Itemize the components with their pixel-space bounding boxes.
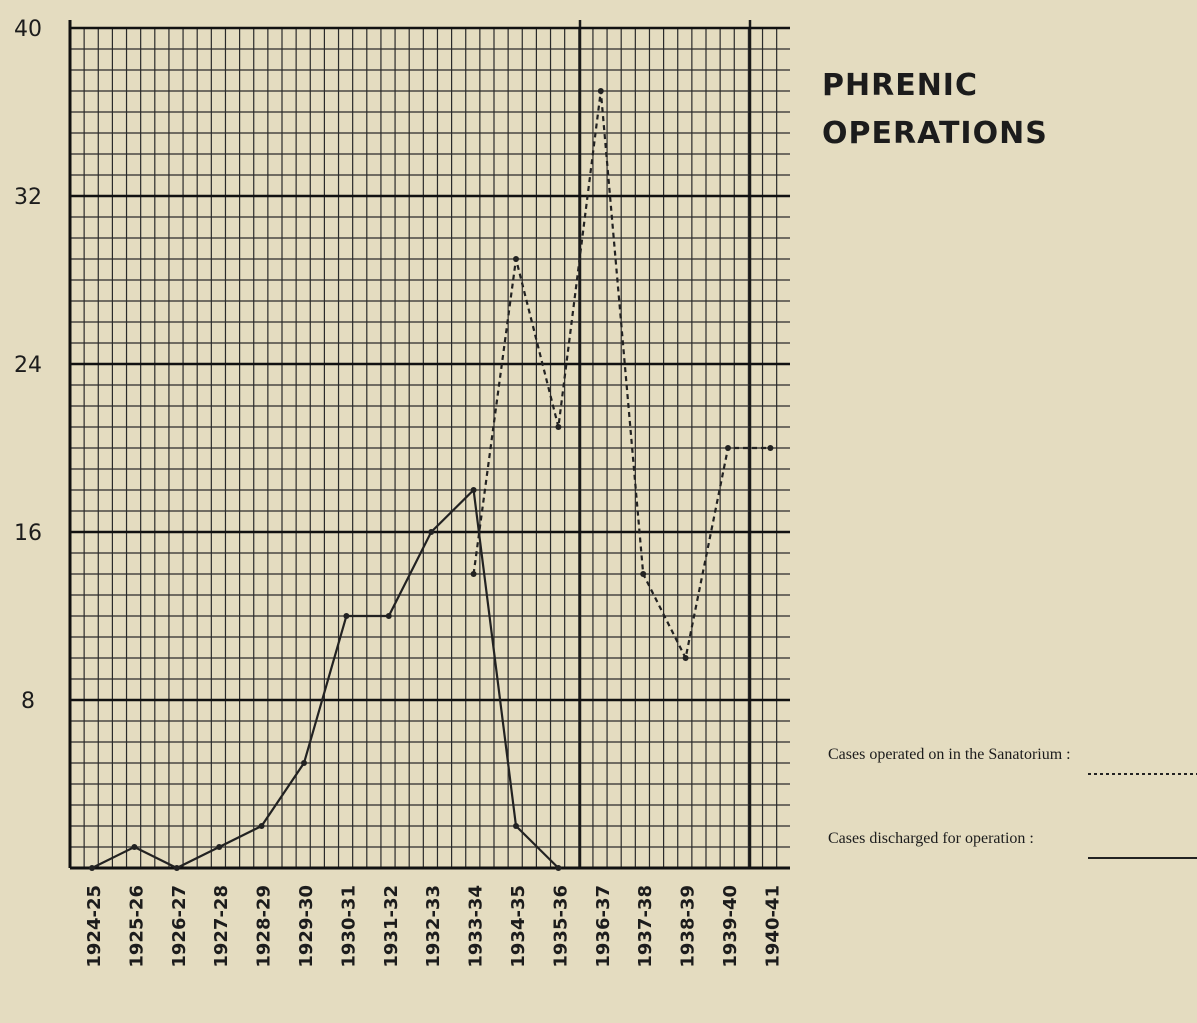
x-tick-label: 1935-36 (550, 885, 571, 968)
data-point (216, 844, 223, 850)
data-point (470, 487, 477, 493)
x-tick-label: 1928-29 (254, 885, 275, 968)
x-tick-label: 1929-30 (296, 885, 317, 968)
data-point (89, 865, 95, 871)
data-point (343, 613, 350, 619)
x-tick-label: 1940-41 (762, 885, 783, 968)
x-tick-label: 1930-31 (338, 885, 359, 968)
chart-title: PHRENIC OPERATIONS (822, 68, 1048, 151)
data-point (640, 571, 647, 577)
data-point (131, 844, 138, 850)
series-line (472, 90, 771, 662)
y-tick-label: 16 (14, 521, 42, 546)
y-tick-label: 32 (14, 185, 42, 210)
data-point (767, 445, 774, 451)
data-point (385, 613, 392, 619)
data-point (258, 823, 265, 829)
x-tick-label: 1925-26 (126, 885, 147, 968)
x-tick-label: 1933-34 (466, 885, 487, 968)
x-tick-label: 1936-37 (593, 885, 614, 968)
data-point (173, 865, 180, 871)
x-tick-label: 1938-39 (678, 885, 699, 968)
data-point (513, 256, 519, 262)
x-tick-label: 1926-27 (169, 885, 190, 968)
legend-label: Cases operated on in the Sanatorium : (828, 746, 1071, 763)
series-line (91, 487, 560, 870)
data-point (555, 424, 562, 430)
legend-label: Cases discharged for operation : (828, 830, 1034, 847)
data-point (725, 445, 731, 451)
data-point (428, 529, 435, 535)
y-tick-label: 24 (14, 353, 42, 378)
data-point (470, 571, 477, 577)
x-tick-label: 1924-25 (84, 885, 105, 968)
x-tick-label: 1937-38 (635, 885, 656, 968)
data-point (301, 760, 307, 766)
x-tick-label: 1939-40 (720, 885, 741, 968)
x-tick-label: 1932-33 (423, 885, 444, 968)
x-tick-label: 1927-28 (211, 885, 232, 968)
x-tick-label: 1931-32 (381, 885, 402, 968)
data-point (513, 823, 519, 829)
y-tick-label: 8 (21, 689, 35, 714)
data-point (597, 88, 604, 94)
x-tick-label: 1934-35 (508, 885, 529, 968)
data-point (682, 655, 689, 661)
y-tick-label: 40 (14, 17, 42, 42)
data-point (555, 865, 562, 871)
